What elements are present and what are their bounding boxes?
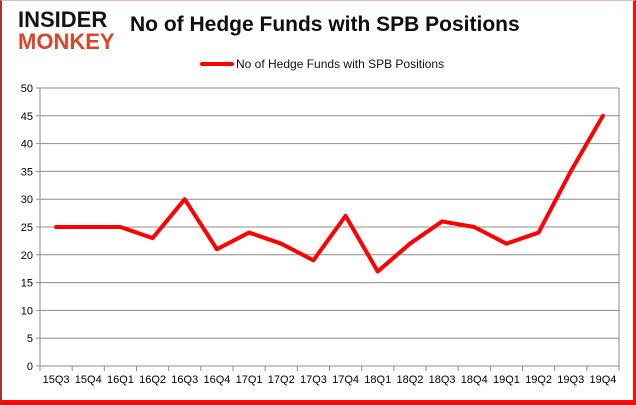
legend-line-swatch [200, 62, 234, 66]
x-tick-label: 17Q2 [268, 374, 295, 386]
insider-monkey-logo: INSIDER MONKEY [18, 7, 115, 54]
x-tick-label: 17Q1 [236, 374, 263, 386]
y-tick-label: 30 [21, 194, 33, 206]
legend: No of Hedge Funds with SPB Positions [200, 57, 444, 71]
logo-line2: MONKEY [18, 29, 115, 54]
y-tick-label: 45 [21, 111, 33, 123]
y-tick-label: 25 [21, 222, 33, 234]
x-tick-label: 17Q3 [300, 374, 327, 386]
x-tick-label: 18Q4 [461, 374, 488, 386]
x-tick-label: 19Q1 [493, 374, 520, 386]
x-tick-label: 15Q3 [43, 374, 70, 386]
x-tick-label: 16Q1 [107, 374, 134, 386]
y-tick-label: 40 [21, 139, 33, 151]
x-tick-label: 18Q2 [396, 374, 423, 386]
y-tick-label: 50 [21, 83, 33, 95]
logo-line1: INSIDER [18, 7, 108, 32]
x-tick-label: 16Q2 [139, 374, 166, 386]
x-tick-label: 19Q2 [525, 374, 552, 386]
series-line [54, 113, 605, 274]
legend-label: No of Hedge Funds with SPB Positions [236, 57, 445, 71]
x-tick-label: 17Q4 [332, 374, 359, 386]
x-tick-label: 15Q4 [75, 374, 102, 386]
y-tick-label: 20 [21, 250, 33, 262]
x-tick-label: 16Q4 [203, 374, 230, 386]
y-tick-label: 0 [27, 361, 33, 373]
x-tick-label: 16Q3 [171, 374, 198, 386]
y-tick-label: 5 [27, 333, 33, 345]
chart-title: No of Hedge Funds with SPB Positions [130, 13, 520, 36]
x-tick-label: 18Q1 [364, 374, 391, 386]
y-tick-label: 35 [21, 166, 33, 178]
x-tick-label: 19Q3 [557, 374, 584, 386]
y-tick-label: 10 [21, 305, 33, 317]
x-tick-label: 19Q4 [589, 374, 616, 386]
y-tick-label: 15 [21, 278, 33, 290]
x-tick-label: 18Q3 [429, 374, 456, 386]
